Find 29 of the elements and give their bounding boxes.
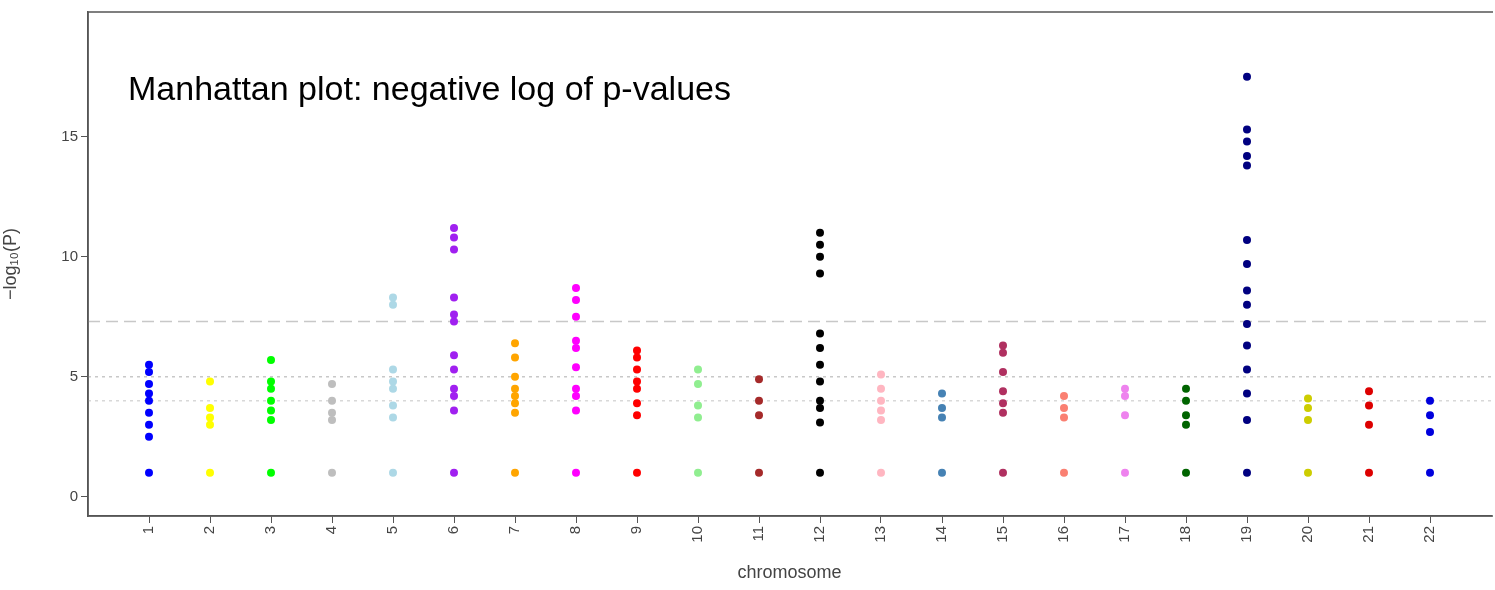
y-tick-label: 0 xyxy=(69,486,78,504)
x-tick-label: 12 xyxy=(810,526,828,543)
x-tick-label: 9 xyxy=(627,526,645,535)
x-tick-label: 4 xyxy=(322,526,340,535)
text: Manhattan plot: negative log of p-values xyxy=(128,69,731,107)
x-tick-label: 6 xyxy=(444,526,462,535)
x-tick-label: 20 xyxy=(1298,526,1316,543)
x-tick-label: 17 xyxy=(1115,526,1133,543)
y-tick-label: 10 xyxy=(61,246,78,264)
x-tick-label: 15 xyxy=(993,526,1011,543)
x-tick-label: 22 xyxy=(1420,526,1438,543)
y-tick-label: 15 xyxy=(61,126,78,144)
x-tick-label: 11 xyxy=(749,526,767,542)
x-tick-label: 3 xyxy=(261,526,279,535)
y-tick-label: 5 xyxy=(69,366,78,384)
x-tick-label: 2 xyxy=(200,526,218,535)
x-tick-label: 21 xyxy=(1359,526,1377,543)
x-tick-label: 14 xyxy=(932,526,950,543)
x-tick-label: 1 xyxy=(139,526,157,535)
y-axis-title: −log₁₀(P) xyxy=(0,227,20,301)
x-tick-label: 16 xyxy=(1054,526,1072,543)
x-tick-label: 8 xyxy=(566,526,584,535)
x-axis-title: chromosome xyxy=(737,562,842,583)
x-tick-label: 5 xyxy=(383,526,401,535)
x-tick-label: 7 xyxy=(505,526,523,535)
x-tick-label: 13 xyxy=(871,526,889,543)
x-tick-label: 19 xyxy=(1237,526,1255,543)
x-tick-label: 18 xyxy=(1176,526,1194,543)
x-tick-label: 10 xyxy=(688,526,706,543)
